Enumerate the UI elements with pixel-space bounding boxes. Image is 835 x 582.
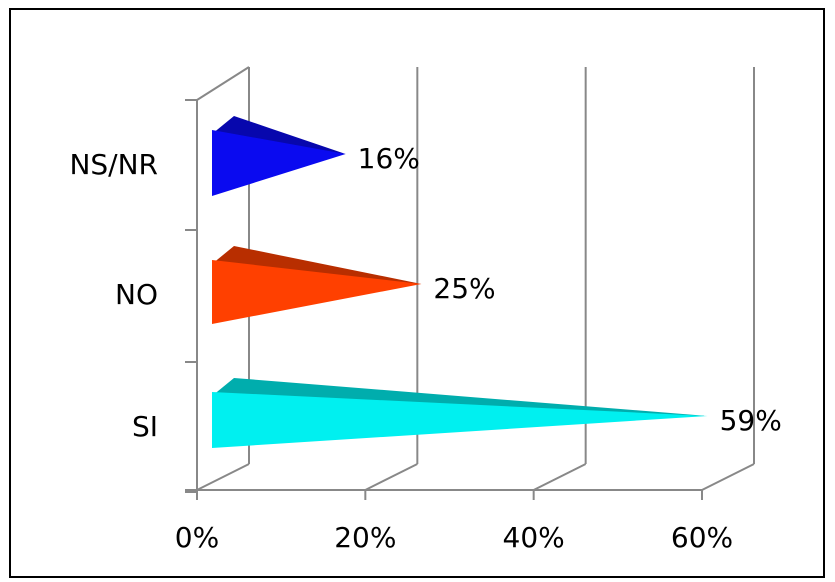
category-label: SI bbox=[132, 410, 158, 443]
data-labels: 16% 25% 59% bbox=[358, 142, 782, 437]
side-wall-top-edge bbox=[196, 66, 250, 101]
x-tick-label: 20% bbox=[334, 521, 396, 554]
bar bbox=[212, 130, 346, 196]
floor-gridline bbox=[533, 463, 587, 491]
x-tick-label: 60% bbox=[671, 521, 733, 554]
floor-gridline bbox=[364, 463, 418, 491]
bar-top-face bbox=[212, 246, 422, 284]
bar-top-face bbox=[212, 116, 346, 154]
x-tick-label: 0% bbox=[175, 521, 219, 554]
category-label: NO bbox=[115, 278, 158, 311]
category-label: NS/NR bbox=[69, 148, 158, 181]
data-label: 16% bbox=[358, 142, 420, 175]
data-label: 59% bbox=[720, 404, 782, 437]
axis-layer bbox=[185, 66, 703, 500]
bar-top-face bbox=[212, 378, 708, 416]
data-label: 25% bbox=[433, 272, 495, 305]
floor-gridline bbox=[701, 463, 755, 491]
bar bbox=[212, 392, 708, 448]
floor-gridline bbox=[196, 463, 250, 491]
category-labels: NS/NR NO SI bbox=[69, 148, 158, 443]
x-tick-label: 40% bbox=[503, 521, 565, 554]
bars-layer bbox=[212, 116, 708, 448]
bar bbox=[212, 260, 422, 324]
x-tick-labels: 0% 20% 40% 60% bbox=[175, 521, 733, 554]
